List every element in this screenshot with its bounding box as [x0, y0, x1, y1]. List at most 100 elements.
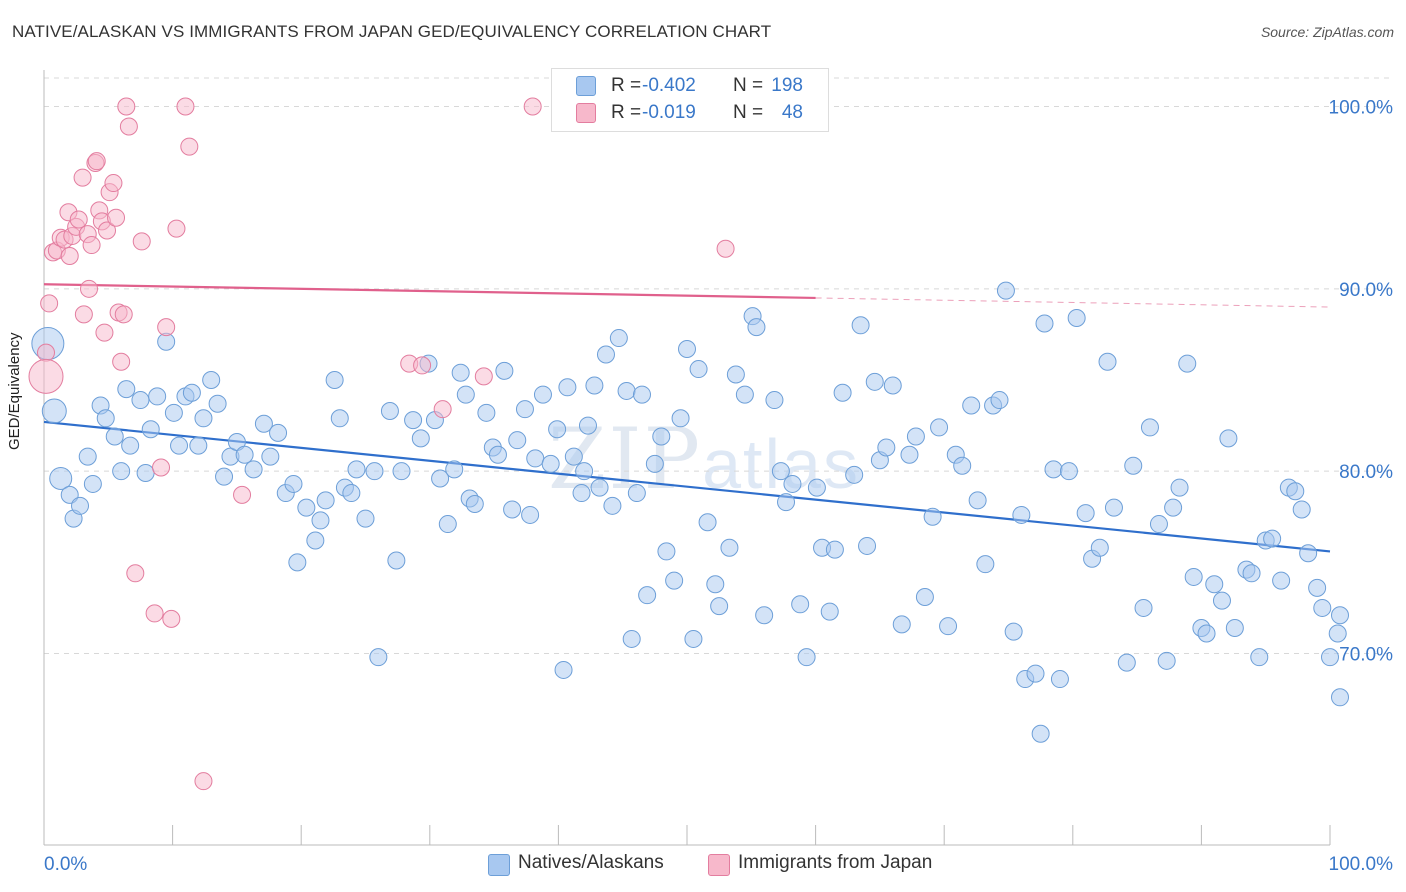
point-natives: [1308, 578, 1327, 597]
point-natives: [202, 371, 221, 389]
point-natives: [968, 491, 987, 510]
point-japan: [87, 152, 106, 171]
x-tick-label: 0.0%: [44, 854, 87, 875]
point-japan: [114, 305, 133, 324]
point-natives: [261, 447, 280, 466]
y-tick-label: 70.0%: [1339, 645, 1393, 666]
point-natives: [96, 409, 115, 428]
point-japan: [107, 208, 126, 227]
point-natives: [572, 484, 591, 503]
point-natives: [311, 511, 330, 530]
point-natives: [1331, 606, 1349, 625]
point-natives: [189, 436, 208, 455]
point-natives: [83, 474, 102, 493]
point-natives: [1212, 591, 1231, 610]
point-natives: [1263, 529, 1282, 548]
point-japan: [194, 772, 213, 791]
legend-r-label: R =: [611, 75, 642, 96]
point-japan: [82, 236, 101, 255]
point-natives: [1272, 571, 1291, 590]
point-natives: [558, 378, 577, 397]
point-japan: [40, 294, 59, 313]
point-natives: [627, 484, 646, 503]
point-natives: [906, 427, 925, 446]
point-natives: [380, 402, 399, 420]
point-natives: [1205, 575, 1224, 594]
point-natives: [297, 498, 316, 517]
point-japan: [716, 239, 735, 258]
legend-r-value: -0.402: [642, 75, 696, 96]
legend-n-label: N =: [733, 75, 764, 96]
point-natives: [1098, 352, 1117, 371]
point-natives: [797, 648, 816, 667]
y-tick-label: 80.0%: [1339, 462, 1393, 483]
point-natives: [1242, 564, 1261, 583]
point-natives: [356, 509, 375, 528]
point-natives: [1134, 598, 1153, 617]
point-natives: [105, 427, 124, 446]
point-natives: [404, 411, 423, 430]
point-natives: [900, 445, 919, 464]
point-natives: [269, 423, 288, 442]
point-natives: [431, 469, 450, 488]
point-japan: [167, 219, 186, 238]
point-natives: [1044, 460, 1063, 479]
point-natives: [858, 536, 877, 555]
point-natives: [445, 460, 464, 479]
legend-swatch-japan: [576, 103, 596, 123]
point-natives: [575, 462, 594, 481]
correlation-legend: R = -0.402 N = 198 R = -0.019 N = 48: [551, 68, 829, 132]
point-natives: [342, 484, 361, 503]
point-natives: [1328, 624, 1347, 643]
point-natives: [330, 409, 349, 428]
trend-line-japan-extension: [815, 297, 1331, 308]
point-natives: [747, 318, 766, 337]
point-japan: [157, 318, 176, 337]
point-natives: [783, 474, 802, 493]
point-natives: [1031, 724, 1050, 743]
point-japan: [73, 168, 92, 187]
point-japan: [98, 221, 117, 240]
legend-swatch-natives: [488, 854, 510, 876]
point-natives: [622, 629, 641, 648]
point-japan: [176, 97, 195, 116]
y-axis-label: GED/Equivalency: [6, 332, 23, 450]
point-natives: [1059, 462, 1078, 481]
chart-title: NATIVE/ALASKAN VS IMMIGRANTS FROM JAPAN …: [12, 22, 772, 41]
point-natives: [1299, 544, 1318, 563]
point-natives: [689, 360, 708, 379]
point-natives: [131, 391, 150, 410]
point-natives: [141, 420, 160, 439]
point-natives: [60, 485, 79, 504]
point-natives: [71, 496, 90, 515]
point-japan: [112, 352, 131, 371]
point-japan: [80, 279, 99, 298]
point-natives: [996, 281, 1015, 300]
point-natives: [288, 553, 307, 572]
point-natives: [541, 454, 560, 473]
point-natives: [515, 400, 534, 419]
point-natives: [990, 391, 1009, 410]
point-japan: [95, 323, 114, 342]
point-natives: [698, 513, 717, 532]
point-natives: [1067, 309, 1086, 327]
point-natives: [1026, 664, 1045, 683]
point-natives: [883, 376, 902, 395]
point-natives: [1004, 622, 1023, 641]
point-natives: [1184, 567, 1203, 586]
legend-n-value: 198: [771, 75, 803, 96]
point-natives: [235, 445, 254, 464]
point-natives: [684, 629, 703, 648]
point-japan: [433, 400, 452, 419]
point-natives: [652, 427, 671, 446]
point-natives: [548, 420, 567, 439]
legend-r-label: R =: [611, 102, 642, 123]
point-natives: [1117, 653, 1136, 672]
point-natives: [657, 542, 676, 561]
point-natives: [521, 505, 540, 524]
point-natives: [503, 500, 522, 519]
point-natives: [148, 387, 167, 406]
point-natives: [1012, 505, 1031, 524]
point-japan: [119, 117, 138, 136]
point-natives: [465, 495, 484, 513]
